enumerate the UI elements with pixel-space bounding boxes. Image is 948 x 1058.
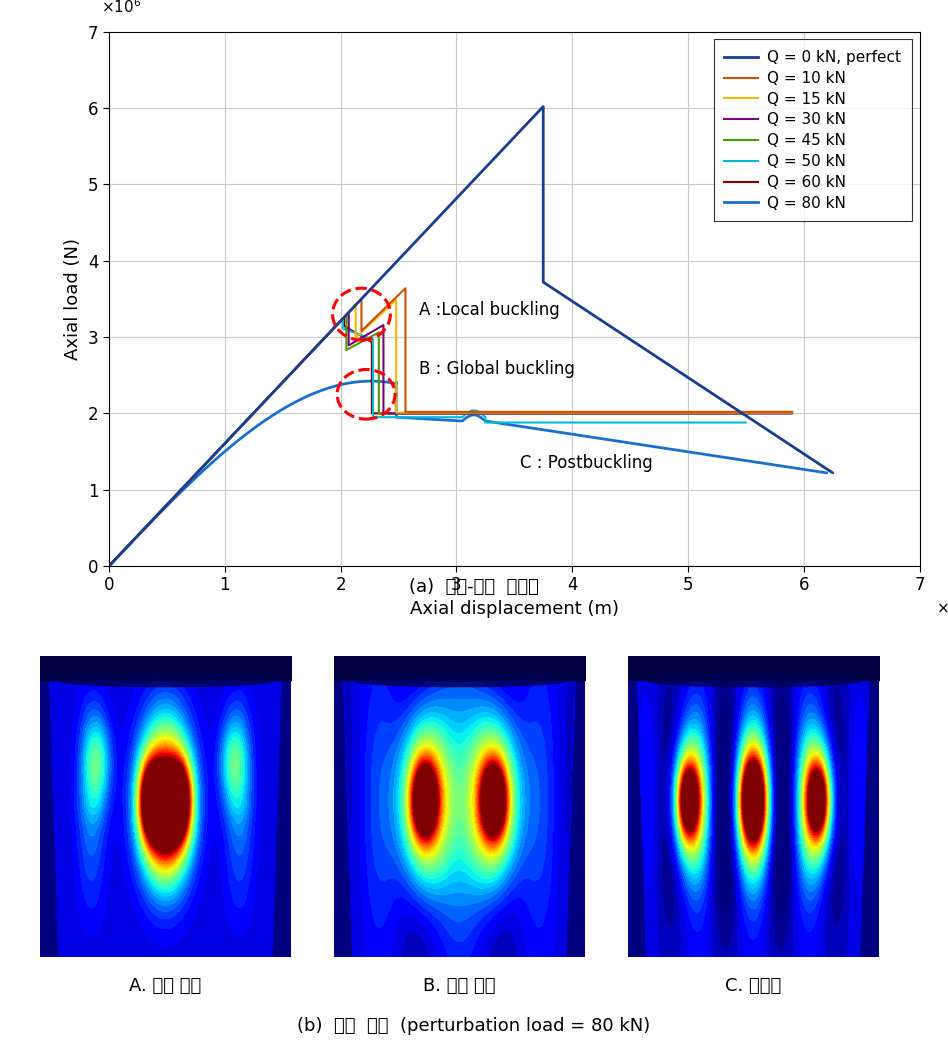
- Q = 15 kN: [276, 378, 287, 390]
- Q = 15 kN: [229, 426, 241, 439]
- Q = 45 kN: [340, 309, 352, 322]
- Text: C. 후좌굴: C. 후좌굴: [725, 977, 781, 995]
- Q = 0 kN, perfect: [137, 524, 149, 536]
- Text: (b)  좌굴  형상  (perturbation load = 80 kN): (b) 좌굴 형상 (perturbation load = 80 kN): [298, 1017, 650, 1035]
- Q = 30 kN: [202, 455, 213, 468]
- Q = 0 kN, perfect: [256, 399, 267, 412]
- Q = 15 kN: [391, 293, 402, 306]
- Q = 45 kN: [598, 407, 610, 420]
- Text: C : Postbuckling: C : Postbuckling: [520, 454, 653, 472]
- Line: Q = 45 kN: Q = 45 kN: [109, 315, 793, 566]
- Q = 50 kN: [120, 542, 132, 554]
- Q = 60 kN: [480, 407, 491, 420]
- Q = 50 kN: [327, 323, 338, 335]
- Q = 45 kN: [164, 495, 175, 508]
- Q = 80 kN: [774, 459, 785, 472]
- Q = 15 kN: [787, 406, 798, 419]
- Q = 30 kN: [329, 322, 340, 334]
- Q = 0 kN, perfect: [103, 560, 115, 572]
- Q = 45 kN: [360, 333, 372, 346]
- Q = 0 kN, perfect: [408, 237, 419, 250]
- Text: A :Local buckling: A :Local buckling: [419, 302, 560, 320]
- Q = 30 kN: [103, 560, 115, 572]
- Q = 60 kN: [227, 430, 238, 442]
- Q = 10 kN: [398, 284, 410, 296]
- Line: Q = 10 kN: Q = 10 kN: [109, 288, 793, 566]
- Q = 80 kN: [283, 399, 295, 412]
- Text: B : Global buckling: B : Global buckling: [419, 360, 575, 378]
- Q = 45 kN: [523, 407, 535, 420]
- Q = 0 kN, perfect: [224, 432, 235, 444]
- Q = 50 kN: [740, 416, 752, 428]
- Q = 10 kN: [787, 405, 798, 418]
- Q = 45 kN: [103, 560, 115, 572]
- Q = 45 kN: [266, 387, 278, 400]
- Q = 80 kN: [288, 397, 300, 409]
- Q = 0 kN, perfect: [322, 328, 334, 341]
- Q = 30 kN: [353, 333, 364, 346]
- Q = 60 kN: [338, 311, 350, 324]
- Q = 0 kN, perfect: [538, 101, 549, 113]
- Text: A. 국부 좌굴: A. 국부 좌굴: [129, 977, 202, 995]
- Q = 10 kN: [295, 357, 306, 369]
- Q = 80 kN: [812, 466, 824, 478]
- Q = 60 kN: [740, 407, 752, 420]
- Q = 30 kN: [343, 306, 355, 318]
- Line: Q = 50 kN: Q = 50 kN: [109, 318, 746, 566]
- Q = 80 kN: [366, 375, 377, 387]
- Q = 10 kN: [172, 488, 183, 500]
- Y-axis label: Axial load (N): Axial load (N): [64, 238, 82, 360]
- Line: Q = 30 kN: Q = 30 kN: [109, 312, 793, 566]
- Q = 30 kN: [172, 488, 183, 500]
- Q = 30 kN: [696, 407, 707, 420]
- Q = 45 kN: [381, 407, 392, 420]
- Q = 80 kN: [720, 451, 732, 463]
- Line: Q = 80 kN: Q = 80 kN: [109, 381, 827, 566]
- Q = 80 kN: [293, 394, 304, 406]
- Q = 60 kN: [241, 414, 252, 426]
- Q = 80 kN: [821, 467, 832, 479]
- X-axis label: Axial displacement (m): Axial displacement (m): [410, 600, 619, 618]
- Text: (a)  하중-변위  그래프: (a) 하중-변위 그래프: [410, 578, 538, 597]
- Text: B. 전역 좌굴: B. 전역 좌굴: [423, 977, 496, 995]
- Q = 0 kN, perfect: [827, 467, 838, 479]
- Q = 30 kN: [787, 407, 798, 420]
- Q = 15 kN: [103, 560, 115, 572]
- Text: $\times10^{-3}$: $\times10^{-3}$: [936, 598, 948, 617]
- Q = 15 kN: [515, 406, 526, 419]
- Line: Q = 0 kN, perfect: Q = 0 kN, perfect: [109, 107, 832, 566]
- Q = 50 kN: [328, 322, 339, 334]
- Q = 30 kN: [215, 441, 227, 454]
- Q = 10 kN: [245, 411, 256, 423]
- Q = 10 kN: [121, 541, 133, 553]
- Q = 10 kN: [103, 560, 115, 572]
- Q = 10 kN: [351, 298, 362, 311]
- Q = 0 kN, perfect: [428, 217, 439, 230]
- Q = 45 kN: [787, 407, 798, 420]
- Q = 15 kN: [125, 537, 137, 550]
- Q = 80 kN: [103, 560, 115, 572]
- Line: Q = 60 kN: Q = 60 kN: [109, 317, 746, 566]
- Q = 60 kN: [359, 332, 371, 345]
- Q = 15 kN: [133, 528, 144, 541]
- Q = 50 kN: [347, 326, 358, 339]
- Legend: Q = 0 kN, perfect, Q = 10 kN, Q = 15 kN, Q = 30 kN, Q = 45 kN, Q = 50 kN, Q = 60: Q = 0 kN, perfect, Q = 10 kN, Q = 15 kN,…: [714, 39, 912, 221]
- Q = 50 kN: [190, 469, 201, 481]
- Q = 60 kN: [253, 401, 264, 414]
- Q = 60 kN: [103, 560, 115, 572]
- Q = 10 kN: [400, 281, 411, 294]
- Q = 60 kN: [364, 334, 375, 347]
- Q = 50 kN: [157, 503, 169, 515]
- Line: Q = 15 kN: Q = 15 kN: [109, 299, 793, 566]
- Text: $\times10^{6}$: $\times10^{6}$: [100, 0, 141, 16]
- Q = 15 kN: [163, 497, 174, 510]
- Q = 50 kN: [103, 560, 115, 572]
- Q = 50 kN: [337, 312, 349, 325]
